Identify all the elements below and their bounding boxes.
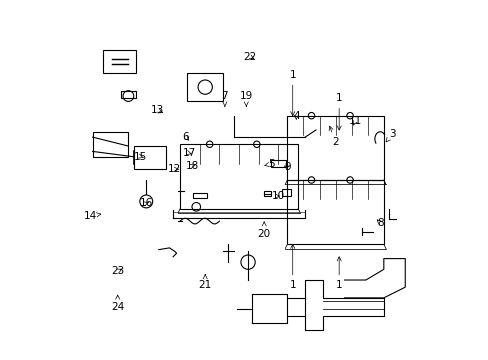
Text: 1: 1 bbox=[289, 244, 295, 291]
Text: 22: 22 bbox=[243, 52, 256, 62]
Text: 24: 24 bbox=[111, 295, 124, 312]
Text: 13: 13 bbox=[150, 105, 163, 115]
Text: 3: 3 bbox=[386, 129, 395, 142]
Text: 11: 11 bbox=[348, 116, 361, 126]
Text: 9: 9 bbox=[284, 162, 290, 172]
Text: 7: 7 bbox=[221, 91, 228, 107]
Text: 8: 8 bbox=[376, 218, 383, 228]
Text: 5: 5 bbox=[264, 159, 274, 169]
Text: 19: 19 bbox=[239, 91, 252, 107]
Text: 10: 10 bbox=[271, 191, 285, 201]
Text: 16: 16 bbox=[140, 198, 153, 208]
Text: 23: 23 bbox=[111, 266, 124, 276]
Text: 12: 12 bbox=[168, 164, 181, 174]
Text: 6: 6 bbox=[182, 132, 188, 142]
Text: 1: 1 bbox=[335, 257, 342, 291]
Text: 1: 1 bbox=[335, 93, 342, 130]
Text: 18: 18 bbox=[186, 161, 199, 171]
Text: 20: 20 bbox=[257, 222, 270, 239]
Text: 15: 15 bbox=[134, 152, 147, 162]
Text: 1: 1 bbox=[289, 69, 295, 116]
Text: 21: 21 bbox=[198, 275, 211, 291]
Text: 17: 17 bbox=[182, 148, 195, 158]
Text: 2: 2 bbox=[328, 126, 338, 148]
Text: 4: 4 bbox=[292, 111, 299, 121]
Text: 14: 14 bbox=[84, 211, 101, 221]
